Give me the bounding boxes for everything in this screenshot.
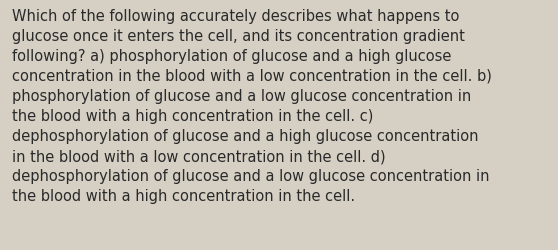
Text: Which of the following accurately describes what happens to
glucose once it ente: Which of the following accurately descri… <box>12 9 492 203</box>
